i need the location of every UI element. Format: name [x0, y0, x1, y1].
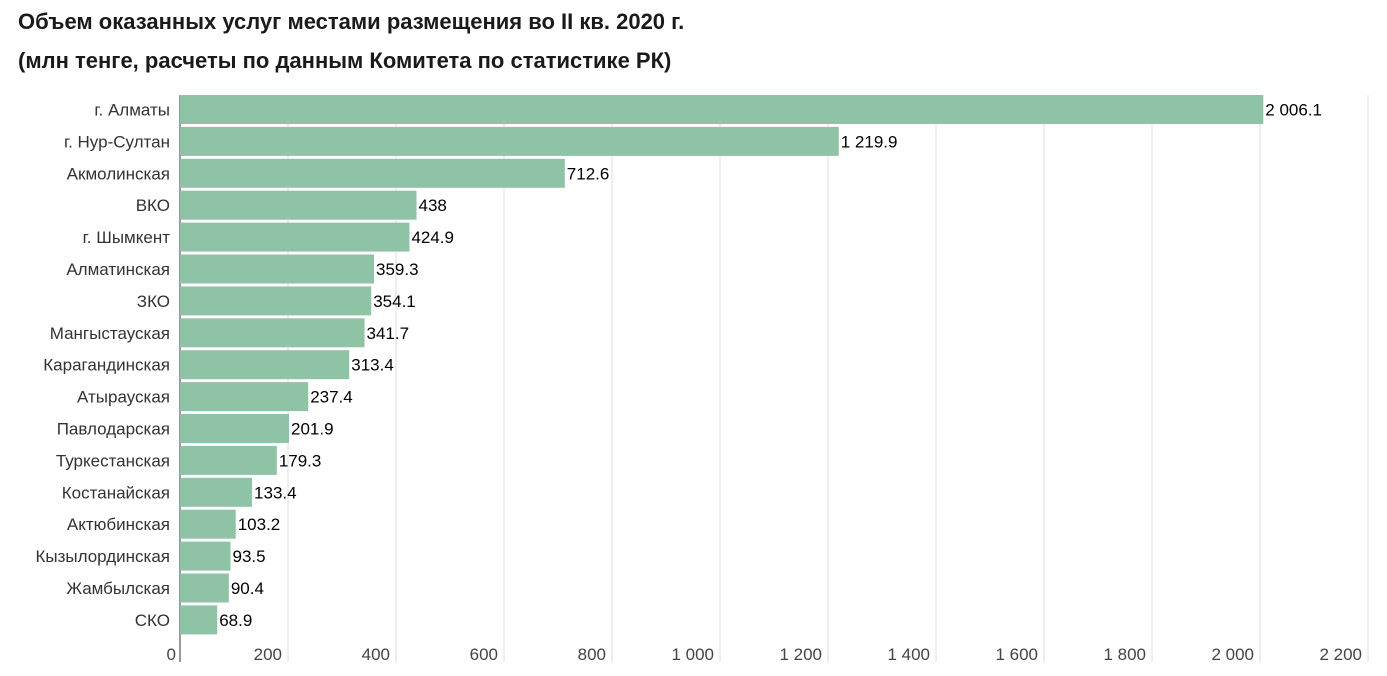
bar	[180, 509, 236, 539]
category-label: Туркестанская	[56, 451, 170, 470]
x-tick-label: 2 200	[1319, 645, 1362, 664]
x-tick-label: 1 600	[995, 645, 1038, 664]
category-label: Кызылординская	[35, 547, 170, 566]
bar	[180, 190, 417, 220]
value-label: 93.5	[232, 547, 265, 566]
value-label: 103.2	[238, 515, 281, 534]
bar	[180, 445, 277, 475]
category-label: ЗКО	[137, 292, 170, 311]
category-label: СКО	[135, 611, 170, 630]
value-label: 313.4	[351, 356, 394, 375]
category-label: г. Шымкент	[83, 228, 171, 247]
category-label: Алматинская	[66, 260, 170, 279]
value-label: 712.6	[567, 164, 610, 183]
value-label: 2 006.1	[1265, 101, 1322, 120]
category-label: Мангыстауская	[50, 324, 170, 343]
bar	[180, 477, 253, 507]
bars	[180, 95, 1264, 635]
chart-title: Объем оказанных услуг местами размещения…	[18, 9, 685, 34]
value-label: 1 219.9	[841, 132, 898, 151]
category-label: Карагандинская	[43, 356, 170, 375]
bar	[180, 318, 365, 348]
x-tick-label: 200	[254, 645, 282, 664]
bar	[180, 126, 839, 156]
bar	[180, 605, 218, 635]
bar	[180, 541, 231, 571]
category-label: г. Нур-Султан	[64, 132, 170, 151]
bar	[180, 158, 565, 188]
value-label: 424.9	[411, 228, 454, 247]
category-label: Павлодарская	[57, 420, 170, 439]
x-tick-label: 800	[578, 645, 606, 664]
value-label: 201.9	[291, 420, 334, 439]
value-label: 68.9	[219, 611, 252, 630]
value-label: 237.4	[310, 388, 353, 407]
category-label: ВКО	[136, 196, 170, 215]
value-label: 133.4	[254, 483, 297, 502]
category-label: Костанайская	[62, 483, 170, 502]
bar	[180, 350, 350, 380]
value-labels: 2 006.1 1 219.9 712.6 438 424.9 359.3 354.1 341…	[219, 101, 1322, 630]
value-label: 179.3	[279, 451, 322, 470]
x-tick-label: 2 000	[1211, 645, 1254, 664]
chart-subtitle: (млн тенге, расчеты по данным Комитета п…	[18, 48, 672, 73]
x-tick-label: 0	[167, 645, 176, 664]
bar	[180, 573, 229, 603]
bar	[180, 286, 372, 316]
bar	[180, 382, 309, 412]
category-label: Актюбинская	[67, 515, 170, 534]
value-label: 438	[419, 196, 447, 215]
x-axis-tick-labels: 0 200 400 600 800 1 000 1 200 1 400 1 600 1 800 2 …	[167, 645, 1362, 664]
x-tick-label: 1 200	[779, 645, 822, 664]
category-label: Жамбылская	[66, 579, 170, 598]
value-label: 341.7	[367, 324, 410, 343]
gridlines	[179, 95, 1369, 662]
bar	[180, 95, 1264, 124]
x-tick-label: 400	[362, 645, 390, 664]
value-label: 90.4	[231, 579, 264, 598]
category-label: Акмолинская	[67, 164, 170, 183]
x-tick-label: 1 800	[1103, 645, 1146, 664]
bar	[180, 222, 410, 252]
x-tick-label: 1 000	[671, 645, 714, 664]
category-label: Атырауская	[77, 388, 170, 407]
value-label: 354.1	[373, 292, 416, 311]
x-tick-label: 1 400	[887, 645, 930, 664]
bar	[180, 254, 375, 284]
value-label: 359.3	[376, 260, 419, 279]
category-labels: г. Алматы г. Нур-Султан Акмолинская ВКО г. Ш…	[35, 101, 170, 630]
bar	[180, 414, 290, 443]
x-tick-label: 600	[470, 645, 498, 664]
category-label: г. Алматы	[94, 101, 170, 120]
